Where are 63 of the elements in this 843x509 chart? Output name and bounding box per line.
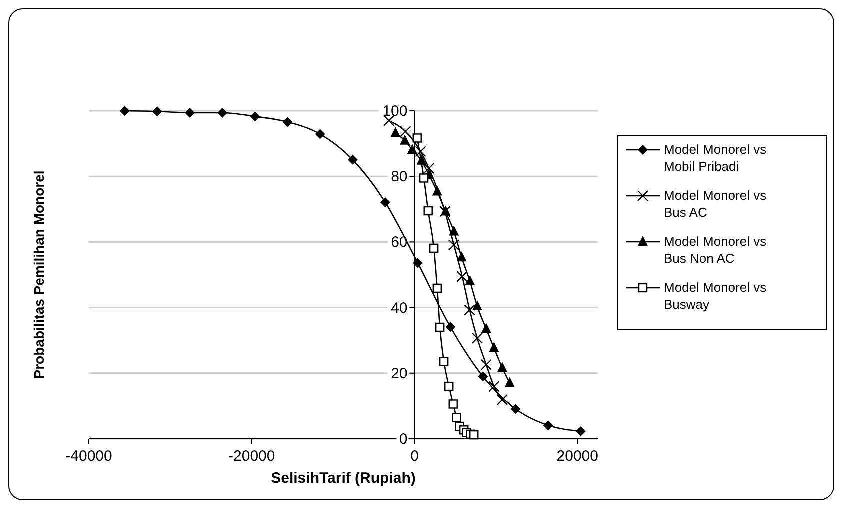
- y-tick-label: 20: [391, 365, 408, 382]
- point: [120, 106, 130, 116]
- point: [435, 322, 445, 332]
- point: [250, 112, 260, 122]
- x-tick-label: -40000: [66, 448, 112, 465]
- point: [496, 394, 508, 406]
- point: [510, 404, 521, 414]
- point: [504, 377, 515, 388]
- point: [412, 134, 422, 143]
- point: [543, 420, 554, 431]
- point: [439, 356, 449, 366]
- point: [218, 108, 228, 118]
- point: [432, 186, 442, 196]
- y-tick-label: 80: [391, 168, 408, 186]
- point: [456, 252, 467, 262]
- point: [348, 154, 358, 165]
- point: [489, 342, 500, 352]
- point: [413, 258, 424, 268]
- point: [380, 198, 390, 208]
- point: [407, 144, 418, 154]
- point: [448, 240, 460, 251]
- point: [472, 300, 482, 310]
- point: [478, 372, 488, 382]
- point: [152, 106, 162, 117]
- point: [315, 129, 326, 140]
- point: [472, 332, 483, 344]
- point: [497, 362, 508, 372]
- point: [282, 117, 293, 128]
- y-tick-label: 0: [399, 431, 408, 448]
- legend-label: Model Monorel vs Busway: [664, 280, 768, 312]
- point: [480, 359, 492, 370]
- legend-label: Model Monorel vs Mobil Pribadi: [664, 142, 768, 174]
- point: [448, 400, 458, 409]
- point: [576, 426, 586, 436]
- point: [429, 244, 439, 254]
- point: [470, 430, 479, 440]
- x-tick-label: -20000: [228, 448, 276, 465]
- x-tick-label: 0: [410, 448, 419, 465]
- point: [464, 304, 476, 316]
- point: [184, 108, 195, 118]
- legend-label: Model Monorel vs Bus Non AC: [664, 234, 768, 266]
- point: [423, 162, 435, 174]
- point: [400, 126, 412, 138]
- point: [424, 206, 433, 216]
- point: [456, 271, 468, 282]
- y-tick-label: 100: [382, 103, 408, 120]
- point: [415, 146, 426, 158]
- x-axis-title: SelisihTarif (Rupiah): [271, 470, 416, 487]
- point: [481, 323, 492, 334]
- point: [452, 413, 462, 422]
- point: [488, 380, 500, 392]
- point: [400, 134, 410, 145]
- point: [465, 276, 476, 286]
- point: [432, 284, 442, 294]
- point: [446, 322, 456, 332]
- x-tick-label: 20000: [556, 448, 598, 465]
- point: [444, 382, 454, 392]
- point: [390, 127, 401, 138]
- point: [419, 174, 429, 183]
- y-tick-label: 40: [391, 300, 408, 317]
- y-axis-title: Probabilitas Pemilihan Monorel: [31, 170, 47, 380]
- legend-label: Model Monorel vs Bus AC: [664, 188, 768, 220]
- point: [449, 226, 460, 236]
